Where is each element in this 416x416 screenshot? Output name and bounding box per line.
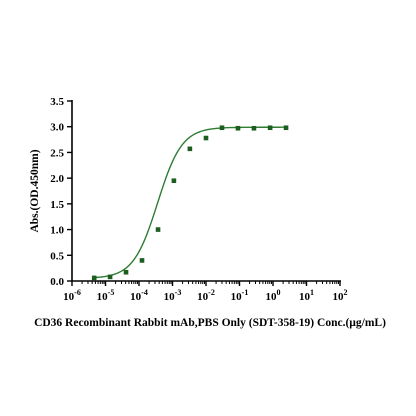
data-points-layer bbox=[91, 125, 289, 281]
y-tick-label: 1.0 bbox=[50, 225, 64, 237]
data-point bbox=[107, 274, 113, 280]
y-tick-label: 0.5 bbox=[50, 250, 64, 262]
x-tick-label: 10-5 bbox=[97, 288, 115, 303]
y-tick-label: 0.0 bbox=[50, 276, 64, 288]
y-tick-label: 1.5 bbox=[50, 199, 64, 211]
data-point bbox=[187, 146, 193, 152]
x-tick-label: 10-3 bbox=[164, 288, 182, 303]
y-tick-label: 3.0 bbox=[50, 122, 64, 134]
y-tick-label: 3.5 bbox=[50, 96, 64, 108]
y-axis-label: Abs.(OD.450nm) bbox=[29, 149, 41, 232]
data-point bbox=[267, 125, 273, 131]
x-axis-label: CD36 Recombinant Rabbit mAb,PBS Only (SD… bbox=[34, 317, 386, 329]
x-tick-label: 10-4 bbox=[130, 288, 148, 303]
x-axis-ticks: 10-6 10-5 10-4 10-3 10-2 10-1 100 101 102 bbox=[63, 281, 348, 303]
y-tick-label: 2.5 bbox=[50, 147, 64, 159]
data-point bbox=[251, 125, 257, 131]
x-tick-label: 10-6 bbox=[63, 288, 81, 303]
data-point bbox=[91, 275, 97, 281]
x-tick-label: 10-1 bbox=[231, 288, 249, 303]
data-point bbox=[219, 125, 225, 131]
data-point bbox=[139, 258, 145, 263]
x-tick-label: 102 bbox=[333, 288, 348, 303]
x-tick-label: 101 bbox=[299, 288, 314, 303]
data-point bbox=[171, 178, 177, 184]
y-tick-label: 2.0 bbox=[50, 173, 64, 185]
data-point bbox=[235, 125, 241, 131]
x-tick-label: 10-2 bbox=[197, 288, 215, 303]
x-tick-label: 100 bbox=[266, 288, 281, 303]
data-point bbox=[203, 135, 209, 141]
data-point bbox=[155, 227, 161, 232]
data-point bbox=[283, 125, 289, 131]
y-axis-ticks: 0.0 0.5 1.0 1.5 2.0 2.5 3.0 3.5 bbox=[50, 96, 72, 288]
data-point bbox=[123, 269, 129, 275]
axes bbox=[71, 100, 341, 282]
